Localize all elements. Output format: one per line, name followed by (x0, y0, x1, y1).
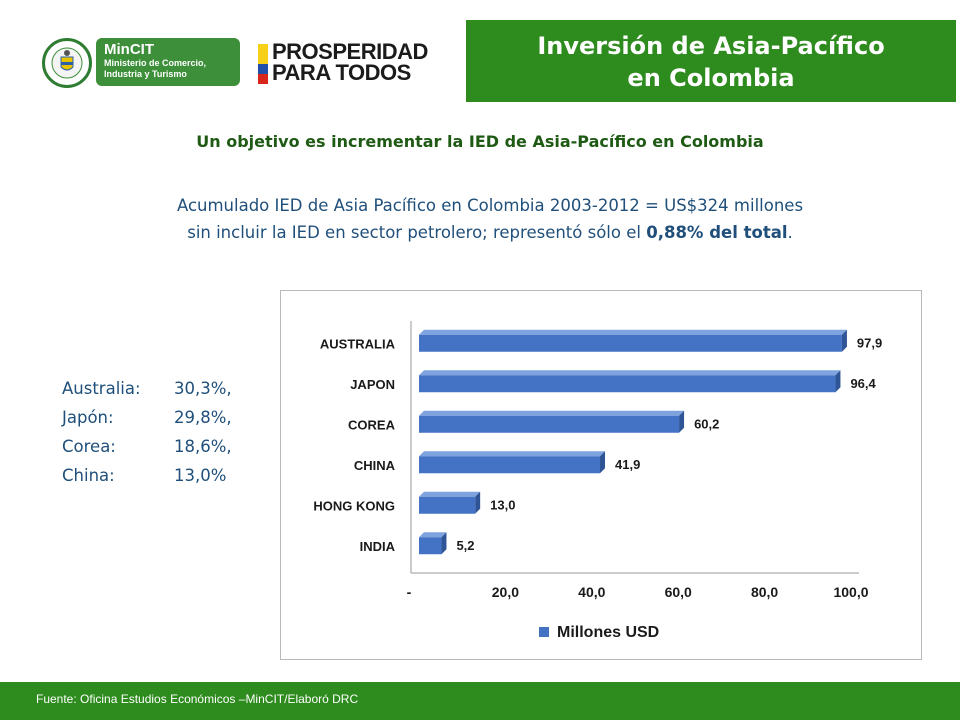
mincit-subtitle-line1: Ministerio de Comercio, (104, 58, 207, 68)
share-country: Japón: (62, 408, 114, 427)
bar (419, 456, 601, 474)
value-label: 60,2 (694, 416, 719, 431)
page-title-line1: Inversión de Asia-Pacífico (537, 32, 885, 60)
share-row: Corea: 18,6%, (62, 432, 232, 461)
value-label: 96,4 (850, 376, 876, 391)
bar-top-face (419, 410, 685, 416)
share-value: 18,6%, (174, 437, 232, 456)
footer-source-text: Fuente: Oficina Estudios Económicos –Min… (36, 692, 359, 706)
share-value: 13,0% (174, 466, 227, 485)
category-label: COREA (348, 417, 396, 432)
bar (419, 537, 442, 555)
category-label: INDIA (360, 539, 396, 554)
title-banner: Inversión de Asia-Pacífico en Colombia (466, 20, 956, 102)
page-subtitle: Un objetivo es incrementar la IED de Asi… (196, 132, 764, 151)
share-country: China: (62, 466, 115, 485)
x-tick-label: 60,0 (665, 584, 692, 600)
x-tick-label: 20,0 (492, 584, 519, 600)
footer-source: Fuente: Oficina Estudios Económicos –Min… (0, 682, 960, 720)
mincit-subtitle-line2: Industria y Turismo (104, 69, 187, 79)
page-title-line2: en Colombia (627, 64, 795, 92)
category-label: HONG KONG (313, 498, 395, 513)
summary-line2: sin incluir la IED en sector petrolero; … (0, 219, 960, 246)
category-label: CHINA (354, 458, 396, 473)
bar-top-face (419, 451, 606, 457)
mincit-name: MinCIT (104, 41, 154, 58)
x-tick-label: 40,0 (578, 584, 605, 600)
country-shares-list: Australia: 30,3%, Japón: 29,8%, Corea: 18,6… (62, 374, 232, 490)
bar (419, 496, 476, 514)
x-tick-label: 100,0 (833, 584, 868, 600)
prosperidad-line1: PROSPERIDAD (272, 39, 428, 64)
bar-side-face (679, 410, 685, 433)
mincit-logo: MinCIT Ministerio de Comercio, Industria… (96, 38, 240, 86)
bar (419, 375, 836, 393)
prosperidad-logo: PROSPERIDAD PARA TODOS (272, 39, 428, 85)
ied-bar-chart: AUSTRALIA 97,9 JAPON 96,4 COREA 60,2 CHINA 41,9… (280, 290, 922, 660)
summary-line2-pre: sin incluir la IED en sector petrolero; … (187, 223, 647, 242)
category-label: AUSTRALIA (320, 336, 396, 351)
value-label: 97,9 (857, 335, 882, 350)
bar-side-face (835, 370, 841, 393)
summary-line1: Acumulado IED de Asia Pacífico en Colomb… (176, 196, 804, 215)
summary-line2-bold: 0,88% del total (646, 223, 788, 242)
colombia-seal-logo (42, 38, 92, 88)
legend-label: Millones USD (557, 624, 659, 641)
bar-top-face (419, 532, 447, 538)
summary-line2-post: . (787, 223, 793, 242)
share-row: Japón: 29,8%, (62, 403, 232, 432)
category-label: JAPON (350, 377, 395, 392)
bar-top-face (419, 329, 847, 335)
share-value: 30,3%, (174, 379, 232, 398)
chart-canvas: AUSTRALIA 97,9 JAPON 96,4 COREA 60,2 CHINA 41,9… (313, 321, 882, 641)
bar (419, 334, 842, 352)
bar-top-face (419, 491, 481, 497)
share-country: Corea: (62, 437, 116, 456)
x-tick-label: 80,0 (751, 584, 778, 600)
bar (419, 415, 680, 433)
legend-swatch (539, 627, 549, 637)
bar-side-face (441, 532, 447, 555)
value-label: 13,0 (490, 497, 515, 512)
bar-top-face (419, 370, 841, 376)
share-row: Australia: 30,3%, (62, 374, 232, 403)
share-country: Australia: (62, 379, 141, 398)
bar-side-face (600, 451, 606, 474)
prosperidad-line2: PARA TODOS (272, 60, 411, 85)
summary-paragraph: Acumulado IED de Asia Pacífico en Colomb… (0, 192, 960, 246)
x-tick-label: - (407, 584, 412, 600)
value-label: 41,9 (615, 457, 640, 472)
share-value: 29,8%, (174, 408, 232, 427)
bar-side-face (475, 491, 481, 514)
share-row: China: 13,0% (62, 461, 232, 490)
bar-side-face (841, 329, 847, 352)
colombia-flag-icon (258, 44, 268, 84)
value-label: 5,2 (456, 538, 474, 553)
